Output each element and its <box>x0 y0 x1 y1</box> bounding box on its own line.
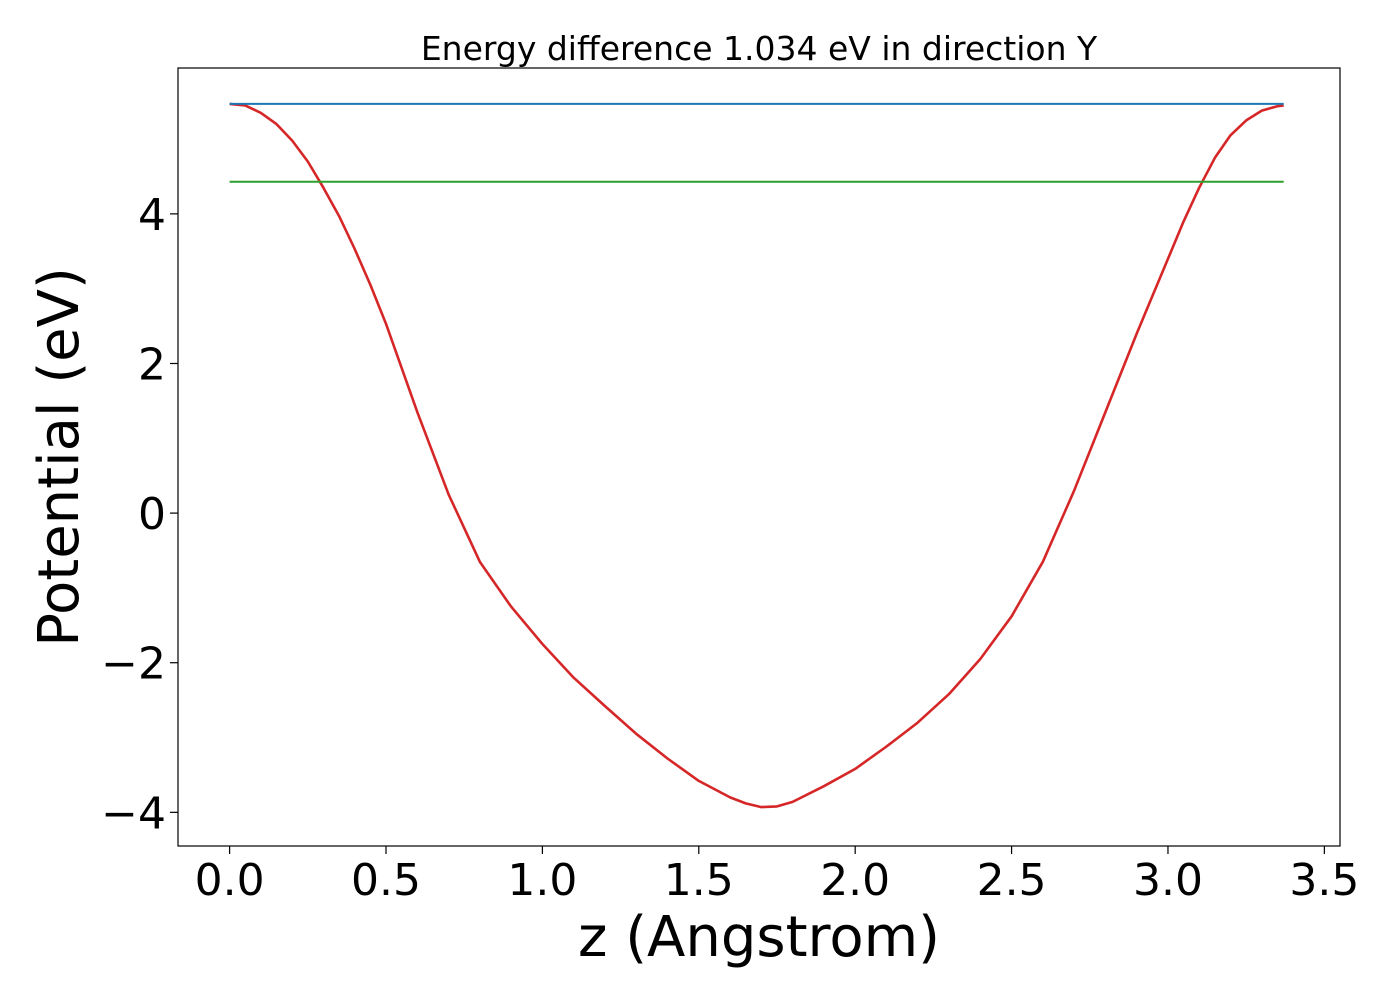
y-tick-label: 0 <box>138 489 166 540</box>
x-tick-label: 1.5 <box>664 855 734 906</box>
series-line-0 <box>229 102 1284 809</box>
y-axis-label: Potential (eV) <box>27 267 92 647</box>
x-tick-label: 3.0 <box>1133 855 1203 906</box>
x-tick-label: 2.5 <box>977 855 1047 906</box>
x-tick-label: 3.5 <box>1289 855 1359 906</box>
plot-area-frame <box>177 67 1341 847</box>
series-layer <box>229 102 1284 809</box>
x-axis-ticks: 0.0 0.5 1.0 1.5 2.0 2.5 3.0 3.5 <box>195 846 1359 906</box>
y-tick-label: −4 <box>101 788 166 839</box>
x-tick-label: 0.5 <box>351 855 421 906</box>
x-axis-label: z (Angstrom) <box>578 905 940 970</box>
x-tick-label: 2.0 <box>820 855 890 906</box>
chart-title: Energy difference 1.034 eV in direction … <box>421 29 1098 68</box>
y-tick-label: 4 <box>138 190 166 241</box>
x-tick-label: 1.0 <box>507 855 577 906</box>
y-axis-ticks: −4 −2 0 2 4 <box>101 190 178 839</box>
y-tick-label: −2 <box>101 639 166 690</box>
x-tick-label: 0.0 <box>195 855 265 906</box>
y-tick-label: 2 <box>138 339 166 390</box>
